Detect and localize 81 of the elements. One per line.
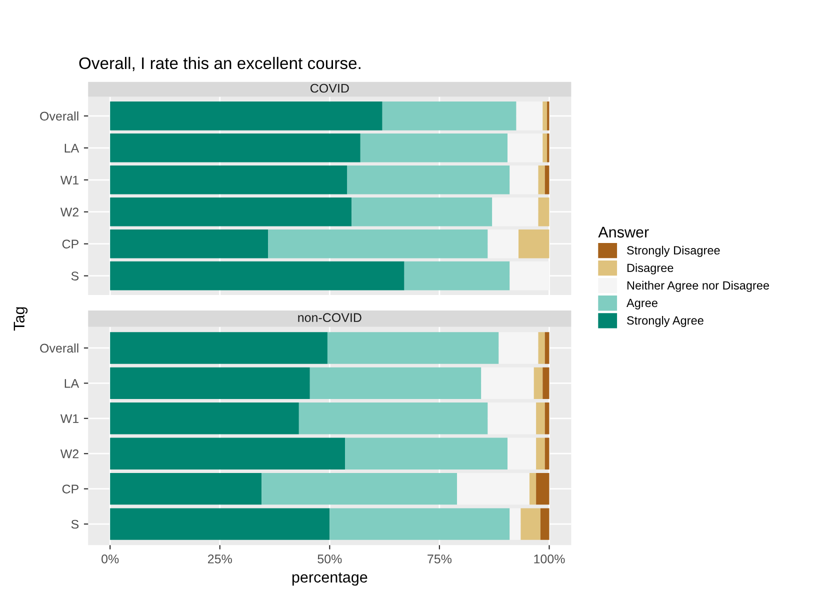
bar bbox=[110, 197, 352, 226]
legend-label: Strongly Disagree bbox=[627, 246, 720, 257]
bar bbox=[536, 402, 545, 434]
x-axis-title: percentage bbox=[292, 572, 368, 586]
y-axis-title: Tag bbox=[14, 307, 28, 331]
bar bbox=[298, 402, 488, 434]
y-tick-label: LA bbox=[64, 379, 80, 388]
bar bbox=[110, 367, 310, 400]
bar bbox=[540, 508, 550, 540]
bar bbox=[404, 261, 510, 290]
bar bbox=[492, 197, 538, 226]
x-tick-label: 100% bbox=[534, 554, 565, 564]
bar bbox=[110, 438, 346, 470]
bar bbox=[542, 134, 548, 162]
bar bbox=[110, 508, 330, 540]
bar bbox=[110, 261, 404, 290]
bar bbox=[544, 438, 550, 470]
bar bbox=[360, 134, 508, 162]
legend-title: Answer bbox=[598, 226, 649, 238]
x-tick-label: 50% bbox=[318, 554, 342, 564]
y-tick-label: Overall bbox=[40, 111, 78, 121]
bar bbox=[534, 367, 543, 400]
bar bbox=[262, 472, 458, 505]
chart-subtitle: COVID bbox=[310, 84, 349, 93]
x-tick-label: 0% bbox=[102, 554, 119, 564]
y-tick-label: LA bbox=[64, 144, 80, 152]
legend-label: Agree bbox=[626, 298, 658, 310]
y-tick-label: W1 bbox=[60, 414, 78, 423]
bar bbox=[536, 472, 550, 505]
bar bbox=[110, 166, 348, 194]
bar bbox=[110, 102, 382, 130]
bar bbox=[508, 134, 543, 162]
bar bbox=[330, 508, 510, 540]
bar bbox=[538, 332, 545, 364]
bar bbox=[268, 229, 488, 258]
bar bbox=[110, 402, 299, 434]
bar bbox=[536, 438, 545, 470]
bar bbox=[544, 332, 550, 364]
bar bbox=[110, 472, 262, 505]
y-tick-label: Overall bbox=[40, 343, 78, 353]
bar bbox=[488, 402, 536, 434]
bar bbox=[520, 508, 540, 540]
bar bbox=[544, 402, 550, 434]
bar bbox=[347, 166, 510, 194]
bar bbox=[544, 166, 550, 194]
bar bbox=[538, 197, 550, 226]
legend-label: Strongly Agree bbox=[627, 316, 704, 327]
y-tick-label: S bbox=[71, 272, 79, 280]
bar bbox=[110, 134, 360, 162]
bar bbox=[110, 332, 328, 364]
bar bbox=[327, 332, 499, 364]
bar bbox=[352, 197, 492, 226]
bar bbox=[508, 438, 536, 470]
bar bbox=[538, 166, 545, 194]
y-tick-label: S bbox=[71, 520, 79, 529]
y-tick-label: W2 bbox=[60, 449, 78, 458]
bar bbox=[510, 508, 521, 540]
x-tick-label: 75% bbox=[428, 554, 452, 564]
x-tick-label: 25% bbox=[208, 554, 232, 564]
bar bbox=[457, 472, 530, 505]
bar bbox=[542, 367, 550, 400]
y-tick-label: W1 bbox=[60, 176, 78, 184]
bar bbox=[382, 102, 516, 130]
bar bbox=[516, 102, 543, 130]
bar bbox=[345, 438, 508, 470]
chart-subtitle: non-COVID bbox=[298, 313, 362, 322]
bar bbox=[310, 367, 482, 400]
y-tick-label: W2 bbox=[60, 208, 78, 216]
bar bbox=[498, 332, 538, 364]
bar bbox=[110, 229, 268, 258]
legend-label: Disagree bbox=[627, 263, 674, 274]
y-tick-label: CP bbox=[62, 484, 78, 494]
bar bbox=[542, 102, 548, 130]
bar bbox=[510, 166, 538, 194]
legend-label: Neither Agree nor Disagree bbox=[627, 280, 770, 292]
y-tick-label: CP bbox=[62, 240, 78, 248]
bar bbox=[529, 472, 536, 505]
bar bbox=[481, 367, 534, 400]
bar bbox=[488, 229, 518, 258]
chart-title: Overall, I rate this an excellent course. bbox=[79, 56, 360, 72]
bar bbox=[518, 229, 550, 258]
